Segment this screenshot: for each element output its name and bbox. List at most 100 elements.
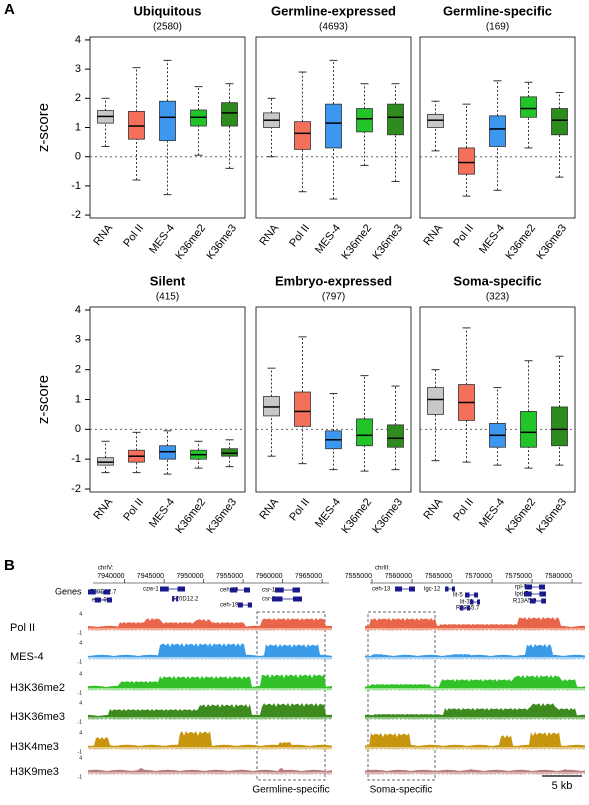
track-signal-negative <box>365 717 585 720</box>
box <box>356 108 373 133</box>
box <box>356 418 373 447</box>
track-name: H3K36me3 <box>10 711 65 723</box>
track-signal <box>88 618 332 628</box>
box <box>489 115 506 147</box>
chromosome: chrIV: <box>98 566 114 572</box>
gene-name: ceh-13 <box>372 587 391 593</box>
gene-exon <box>539 591 546 597</box>
gene-exon <box>292 587 300 593</box>
y-tick-label: -2 <box>71 483 81 495</box>
track-signal <box>365 732 585 747</box>
gene-name: ceh-19 <box>220 588 239 594</box>
track-name: Pol II <box>10 622 35 634</box>
track-signal <box>365 675 585 688</box>
coord-label: 7555000 <box>345 573 372 580</box>
box <box>294 121 311 150</box>
box <box>551 108 568 136</box>
track-signal <box>365 769 585 772</box>
gene-exon <box>470 599 474 605</box>
chart-title: Soma-specific <box>453 273 541 288</box>
track-scale: 4 <box>79 755 82 761</box>
gene-exon <box>272 596 283 602</box>
box <box>387 424 404 448</box>
gene-name: R13A5.9 <box>513 599 537 605</box>
gene-exon <box>524 591 532 597</box>
gene-exon <box>409 586 415 592</box>
chart-title: Ubiquitous <box>134 3 202 18</box>
genes-label: Genes <box>55 586 82 596</box>
box <box>387 103 404 136</box>
x-tick-label: Pol II <box>287 222 312 249</box>
track-signal <box>88 674 332 688</box>
coord-label: 7965000 <box>295 573 322 580</box>
y-axis-label: z-score <box>35 375 52 424</box>
chart-subtitle: (169) <box>486 22 509 33</box>
x-tick-label: K36me2 <box>503 222 538 262</box>
y-tick-label: 1 <box>75 393 81 405</box>
gene-exon <box>465 592 470 598</box>
gene-exon <box>525 584 532 590</box>
highlight-box <box>367 611 436 781</box>
gene-exon <box>477 599 480 605</box>
gene-name: lgc-12 <box>424 587 441 593</box>
gene-exon <box>238 602 243 608</box>
x-tick-label: RNA <box>91 222 115 248</box>
chart-subtitle: (323) <box>486 292 509 303</box>
track-signal-negative <box>88 772 332 775</box>
track-scale: -1 <box>78 719 83 725</box>
x-tick-label: Pol II <box>287 496 312 523</box>
gene-exon <box>177 586 185 592</box>
x-tick-label: MES-4 <box>147 222 177 256</box>
y-tick-label: 1 <box>75 121 81 133</box>
track-scale: -1 <box>78 690 83 696</box>
coord-label: 7575000 <box>505 573 532 580</box>
x-tick-label: MES-4 <box>477 496 507 530</box>
chromosome: chrIII: <box>375 566 390 572</box>
coord-label: 7945000 <box>137 573 164 580</box>
gene-exon <box>95 597 101 603</box>
box <box>520 411 537 448</box>
y-tick-label: 2 <box>75 92 81 104</box>
gene-name: lpd-7 <box>515 592 529 598</box>
box <box>551 406 568 447</box>
x-tick-label: K36me2 <box>173 222 208 262</box>
gene-exon <box>541 598 546 604</box>
y-tick-label: 4 <box>75 34 81 46</box>
chart-title: Germline-expressed <box>271 3 396 18</box>
x-tick-label: MES-4 <box>313 496 343 530</box>
x-tick-label: K36me3 <box>370 496 405 536</box>
x-tick-label: K36me3 <box>534 496 569 536</box>
track-scale: -1 <box>78 774 83 780</box>
plot-frame <box>419 306 576 493</box>
gene-name: rpl-9 <box>515 585 528 591</box>
track-scale: -1 <box>78 749 83 755</box>
x-tick-label: K36me2 <box>339 496 374 536</box>
x-tick-label: MES-4 <box>147 496 177 530</box>
track-name: MES-4 <box>10 651 44 663</box>
gene-exon <box>467 605 470 611</box>
track-scale: 4 <box>79 640 82 646</box>
gene-exon <box>539 584 545 590</box>
track-scale: 4 <box>79 671 82 677</box>
gene-exon <box>293 596 302 602</box>
gene-exon <box>530 598 536 604</box>
panel-label: B <box>4 557 15 574</box>
box <box>325 103 342 149</box>
scale-bar-label: 5 kb <box>552 780 573 792</box>
track-signal-negative <box>88 628 332 631</box>
x-tick-label: MES-4 <box>313 222 343 256</box>
coord-label: 7950000 <box>176 573 203 580</box>
track-name: H3K36me2 <box>10 682 65 694</box>
track-signal-negative <box>88 657 332 660</box>
plot-frame <box>255 36 412 219</box>
track-scale: 4 <box>79 700 82 706</box>
box <box>221 102 238 127</box>
y-tick-label: 0 <box>75 423 81 435</box>
gene-name: czw-1 <box>143 587 159 593</box>
x-tick-label: MES-4 <box>477 222 507 256</box>
x-tick-label: RNA <box>257 222 281 248</box>
track-name: H3K4me3 <box>10 741 59 753</box>
x-tick-label: RNA <box>421 222 445 248</box>
